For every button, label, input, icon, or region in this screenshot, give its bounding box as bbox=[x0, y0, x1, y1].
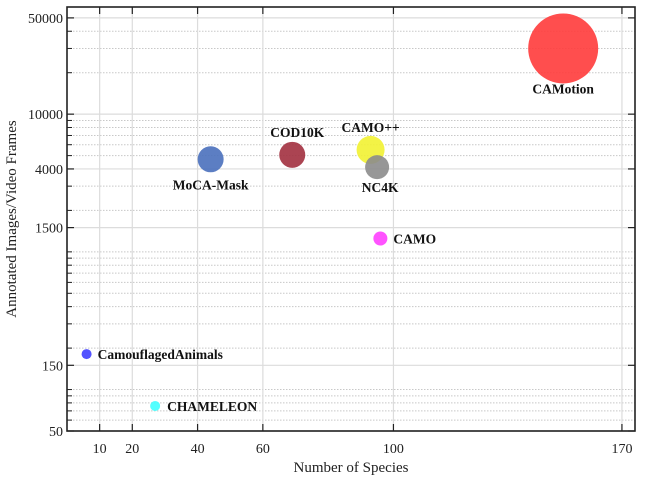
y-tick-label: 50000 bbox=[28, 12, 63, 27]
y-tick-label: 50 bbox=[49, 425, 63, 440]
point-camotion bbox=[528, 13, 599, 84]
x-tick-label: 170 bbox=[611, 442, 632, 457]
x-tick-label: 20 bbox=[125, 442, 139, 457]
x-tick-label: 100 bbox=[383, 442, 404, 457]
point-moca-mask bbox=[197, 146, 224, 173]
data-points: CAMotion MoCA-Mask COD10K CAMO++ NC4K CAMO Cam… bbox=[81, 13, 599, 414]
x-tick-label: 40 bbox=[191, 442, 205, 457]
y-axis-label: Annotated Images/Video Frames bbox=[4, 120, 20, 318]
point-label-camo: CAMO bbox=[393, 232, 436, 247]
axes: 50 150 1500 4000 10000 50000 10 20 40 60 100 170 bbox=[28, 6, 636, 457]
point-label-camotion: CAMotion bbox=[532, 81, 594, 96]
plot-frame bbox=[66, 6, 636, 432]
point-label-camouflagedanimals: CamouflagedAnimals bbox=[98, 347, 223, 362]
y-tick-label: 10000 bbox=[28, 108, 63, 123]
point-cod10k bbox=[279, 141, 306, 168]
x-tick-label: 60 bbox=[256, 442, 270, 457]
point-chameleon bbox=[150, 400, 161, 411]
y-tick-label: 4000 bbox=[35, 163, 63, 178]
point-label-camo-: CAMO++ bbox=[342, 120, 400, 135]
point-camouflagedanimals bbox=[81, 349, 92, 360]
x-tick-label: 10 bbox=[93, 442, 107, 457]
point-label-cod10k: COD10K bbox=[270, 125, 324, 140]
y-tick-label: 150 bbox=[42, 359, 63, 374]
x-axis-label: Number of Species bbox=[294, 460, 409, 476]
grid bbox=[67, 7, 635, 432]
y-tick-label: 1500 bbox=[35, 222, 63, 237]
point-label-nc4k: NC4K bbox=[362, 180, 399, 195]
point-nc4k bbox=[365, 155, 390, 180]
point-label-chameleon: CHAMELEON bbox=[167, 399, 257, 414]
point-camo bbox=[373, 231, 388, 246]
point-label-moca-mask: MoCA-Mask bbox=[173, 177, 249, 192]
